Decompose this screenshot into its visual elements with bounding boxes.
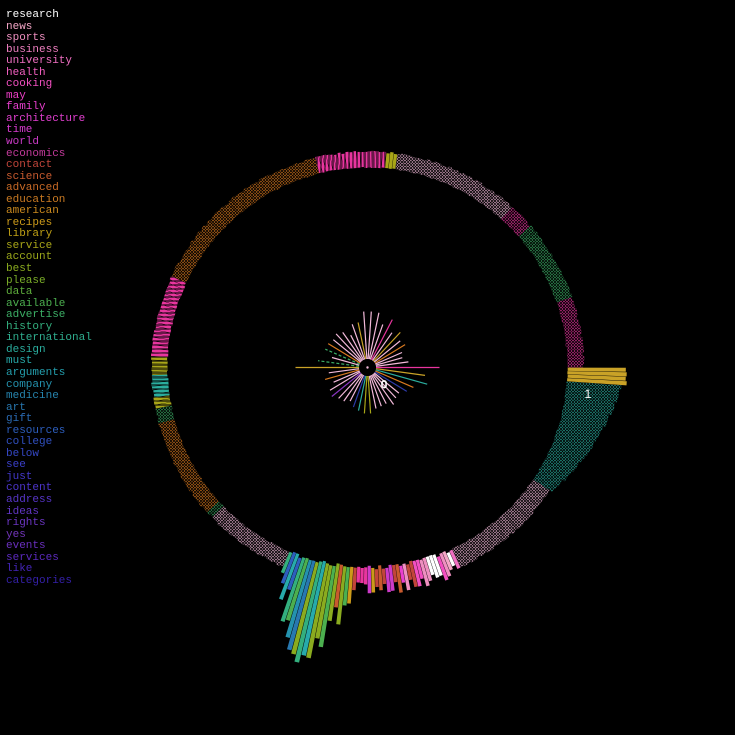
svg-text:0: 0 <box>381 379 387 391</box>
svg-text:1: 1 <box>585 387 592 401</box>
